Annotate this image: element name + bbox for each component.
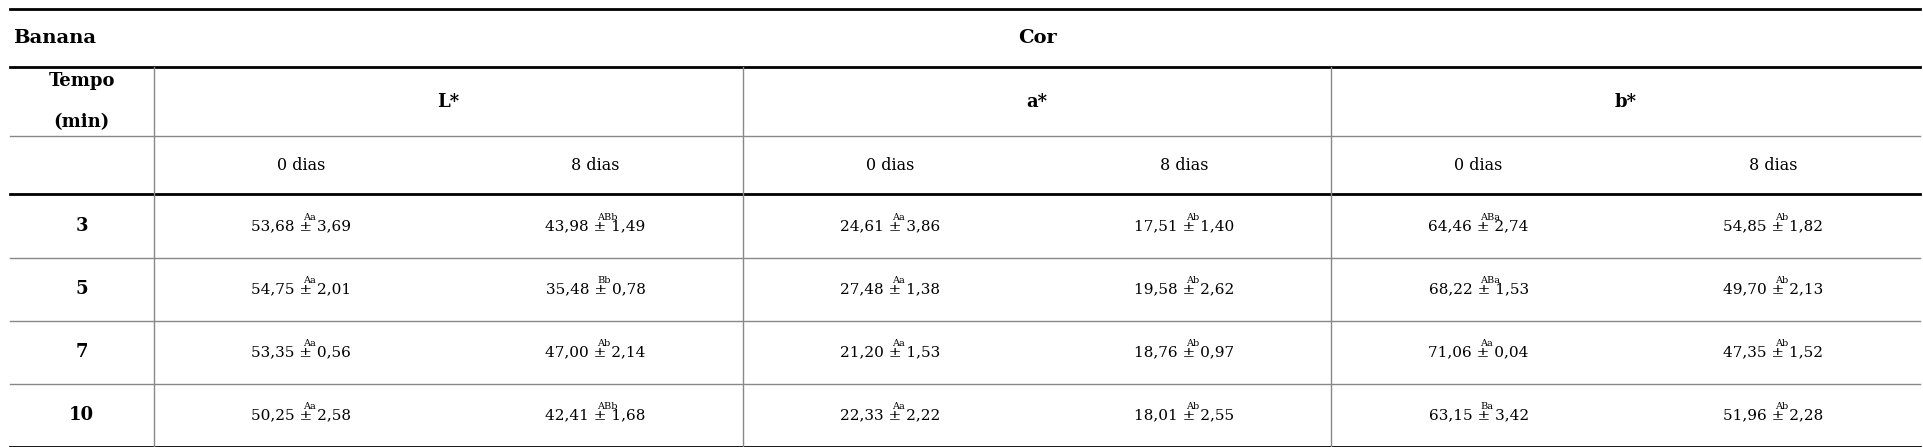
Text: Bb: Bb: [596, 276, 612, 285]
Text: Ab: Ab: [1185, 339, 1198, 348]
Text: ABb: ABb: [596, 402, 617, 411]
Text: 68,22 ± 1,53: 68,22 ± 1,53: [1427, 282, 1529, 296]
Text: b*: b*: [1613, 93, 1636, 111]
Text: 3: 3: [75, 217, 88, 235]
Text: 53,35 ± 0,56: 53,35 ± 0,56: [252, 345, 350, 359]
Text: 18,76 ± 0,97: 18,76 ± 0,97: [1133, 345, 1235, 359]
Text: Aa: Aa: [304, 276, 315, 285]
Text: ABb: ABb: [596, 213, 617, 222]
Text: 54,85 ± 1,82: 54,85 ± 1,82: [1723, 219, 1821, 233]
Text: Aa: Aa: [890, 213, 904, 222]
Text: Ab: Ab: [1773, 276, 1786, 285]
Text: 35,48 ± 0,78: 35,48 ± 0,78: [546, 282, 644, 296]
Text: Tempo

(min): Tempo (min): [48, 72, 115, 131]
Text: Ab: Ab: [1185, 402, 1198, 411]
Text: 47,00 ± 2,14: 47,00 ± 2,14: [544, 345, 646, 359]
Text: Ab: Ab: [596, 339, 610, 348]
Text: ABa: ABa: [1481, 213, 1500, 222]
Text: 47,35 ± 1,52: 47,35 ± 1,52: [1723, 345, 1821, 359]
Text: 8 dias: 8 dias: [571, 157, 619, 174]
Text: 64,46 ± 2,74: 64,46 ± 2,74: [1427, 219, 1529, 233]
Text: 8 dias: 8 dias: [1160, 157, 1208, 174]
Text: ABa: ABa: [1481, 276, 1500, 285]
Text: L*: L*: [437, 93, 460, 111]
Text: 24,61 ± 3,86: 24,61 ± 3,86: [838, 219, 940, 233]
Text: Cor: Cor: [1017, 29, 1056, 47]
Text: 19,58 ± 2,62: 19,58 ± 2,62: [1133, 282, 1235, 296]
Text: 0 dias: 0 dias: [1454, 157, 1502, 174]
Text: Banana: Banana: [13, 29, 96, 47]
Text: 10: 10: [69, 406, 94, 425]
Text: Aa: Aa: [890, 339, 904, 348]
Text: Aa: Aa: [890, 402, 904, 411]
Text: Aa: Aa: [304, 213, 315, 222]
Text: 21,20 ± 1,53: 21,20 ± 1,53: [838, 345, 940, 359]
Text: 0 dias: 0 dias: [277, 157, 325, 174]
Text: 5: 5: [75, 280, 88, 298]
Text: Aa: Aa: [890, 276, 904, 285]
Text: 8 dias: 8 dias: [1748, 157, 1796, 174]
Text: 51,96 ± 2,28: 51,96 ± 2,28: [1721, 409, 1823, 422]
Text: 54,75 ± 2,01: 54,75 ± 2,01: [250, 282, 352, 296]
Text: Ab: Ab: [1773, 402, 1786, 411]
Text: 43,98 ± 1,49: 43,98 ± 1,49: [544, 219, 646, 233]
Text: Ba: Ba: [1481, 402, 1492, 411]
Text: 50,25 ± 2,58: 50,25 ± 2,58: [252, 409, 350, 422]
Text: Ab: Ab: [1773, 339, 1786, 348]
Text: 71,06 ± 0,04: 71,06 ± 0,04: [1427, 345, 1529, 359]
Text: 63,15 ± 3,42: 63,15 ± 3,42: [1427, 409, 1529, 422]
Text: a*: a*: [1027, 93, 1046, 111]
Text: 53,68 ± 3,69: 53,68 ± 3,69: [252, 219, 350, 233]
Text: Ab: Ab: [1185, 213, 1198, 222]
Text: 49,70 ± 2,13: 49,70 ± 2,13: [1721, 282, 1823, 296]
Text: Aa: Aa: [1481, 339, 1492, 348]
Text: 22,33 ± 2,22: 22,33 ± 2,22: [838, 409, 940, 422]
Text: 0 dias: 0 dias: [865, 157, 913, 174]
Text: Ab: Ab: [1773, 213, 1786, 222]
Text: Ab: Ab: [1185, 276, 1198, 285]
Text: 18,01 ± 2,55: 18,01 ± 2,55: [1133, 409, 1235, 422]
Text: 17,51 ± 1,40: 17,51 ± 1,40: [1133, 219, 1235, 233]
Text: 7: 7: [75, 343, 88, 361]
Text: 27,48 ± 1,38: 27,48 ± 1,38: [840, 282, 938, 296]
Text: 42,41 ± 1,68: 42,41 ± 1,68: [544, 409, 646, 422]
Text: Aa: Aa: [304, 339, 315, 348]
Text: Aa: Aa: [304, 402, 315, 411]
